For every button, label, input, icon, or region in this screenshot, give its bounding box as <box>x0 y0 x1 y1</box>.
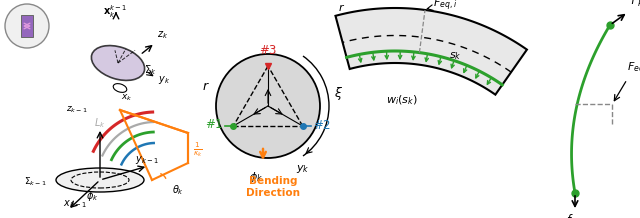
Circle shape <box>216 54 320 158</box>
Ellipse shape <box>56 168 144 192</box>
Text: $\phi_k$: $\phi_k$ <box>249 170 263 184</box>
Text: $\#2$: $\#2$ <box>313 119 331 131</box>
Text: $\Sigma_k$: $\Sigma_k$ <box>144 63 156 77</box>
Text: $y_{k-1}$: $y_{k-1}$ <box>135 154 159 166</box>
Ellipse shape <box>113 84 127 92</box>
Text: $w_i(s_k)$: $w_i(s_k)$ <box>386 93 418 107</box>
FancyBboxPatch shape <box>21 15 33 37</box>
Text: $f_{k,i}$: $f_{k,i}$ <box>566 213 584 218</box>
Text: $\#1$: $\#1$ <box>205 119 223 131</box>
Text: $F_{eq,i}$: $F_{eq,i}$ <box>627 61 640 77</box>
Text: $f'_{k,i}$: $f'_{k,i}$ <box>630 0 640 10</box>
Text: $\mathbf{x}_k^{k-1}$: $\mathbf{x}_k^{k-1}$ <box>103 3 127 20</box>
Polygon shape <box>335 8 527 95</box>
Text: $r$: $r$ <box>202 80 210 92</box>
Text: $z_{k-1}$: $z_{k-1}$ <box>67 105 88 115</box>
Text: $y_k$: $y_k$ <box>158 74 170 86</box>
Text: $s_k$: $s_k$ <box>449 50 461 62</box>
Text: $y_k$: $y_k$ <box>296 163 310 175</box>
Circle shape <box>5 4 49 48</box>
Text: $\xi$: $\xi$ <box>334 85 343 102</box>
Text: $L_k$: $L_k$ <box>94 116 106 130</box>
Text: $\#3$: $\#3$ <box>259 44 277 57</box>
Text: $\phi_k$: $\phi_k$ <box>86 189 99 203</box>
Text: Bending
Direction: Bending Direction <box>246 176 300 198</box>
Ellipse shape <box>92 46 145 80</box>
Text: $x_{k-1}$: $x_{k-1}$ <box>63 198 87 210</box>
Text: $z_k$: $z_k$ <box>157 29 168 41</box>
Text: $r$: $r$ <box>339 2 346 13</box>
Text: $\frac{1}{\kappa_k}$: $\frac{1}{\kappa_k}$ <box>193 141 202 159</box>
Text: $\theta_k$: $\theta_k$ <box>172 183 184 197</box>
Text: $\Sigma_{k-1}$: $\Sigma_{k-1}$ <box>24 176 47 188</box>
Text: $F_{eq,i}$: $F_{eq,i}$ <box>433 0 457 13</box>
Text: $x_k$: $x_k$ <box>121 93 132 103</box>
